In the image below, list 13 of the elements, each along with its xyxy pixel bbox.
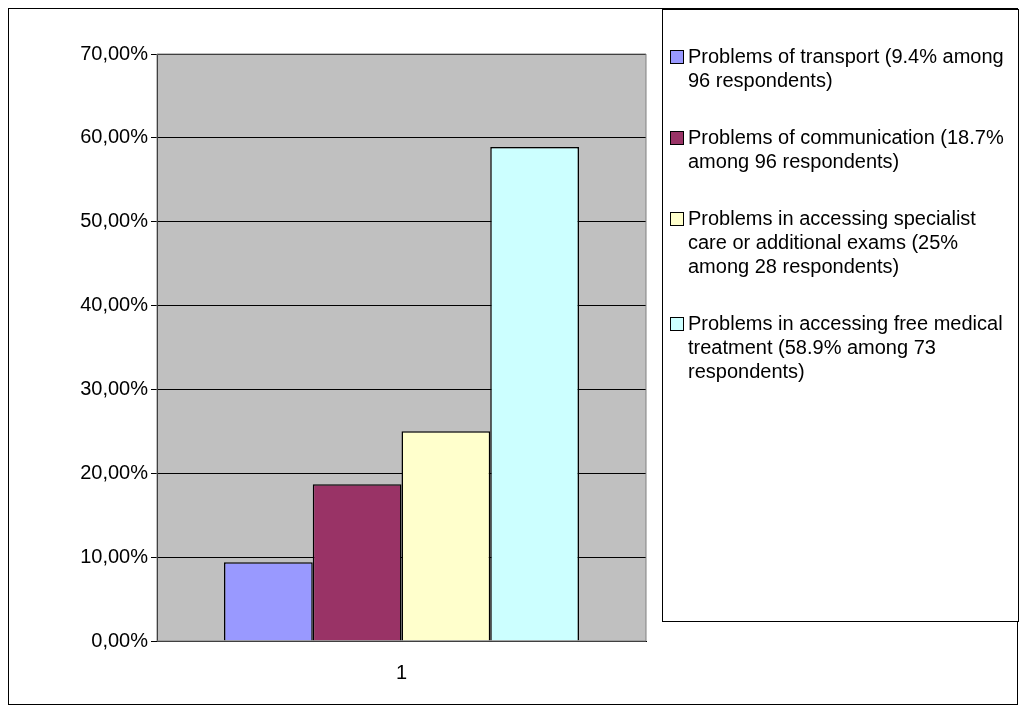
y-tick-label: 20,00% <box>80 460 149 483</box>
y-tick-label: 50,00% <box>80 209 149 232</box>
legend-label: Problems in accessing specialist care or additional exams (25% among 28 respondents) <box>688 206 977 278</box>
legend-label: Problems of transport (9.4% among 96 respondents) <box>688 44 1005 92</box>
y-tick-label: 0,00% <box>91 628 149 651</box>
y-tick-label: 40,00% <box>80 293 149 316</box>
y-tick-label: 10,00% <box>80 544 149 567</box>
y-tick-label: 70,00% <box>80 41 149 64</box>
y-tick-label: 60,00% <box>80 125 149 148</box>
y-tick-label: 30,00% <box>80 376 149 399</box>
legend-label: Problems in accessing free medical treatment (58.9% among 73 respondents) <box>688 311 1004 383</box>
legend-label: Problems of communication (18.7% among 96 respondents) <box>688 125 1005 173</box>
x-tick-label: 1 <box>395 660 408 683</box>
